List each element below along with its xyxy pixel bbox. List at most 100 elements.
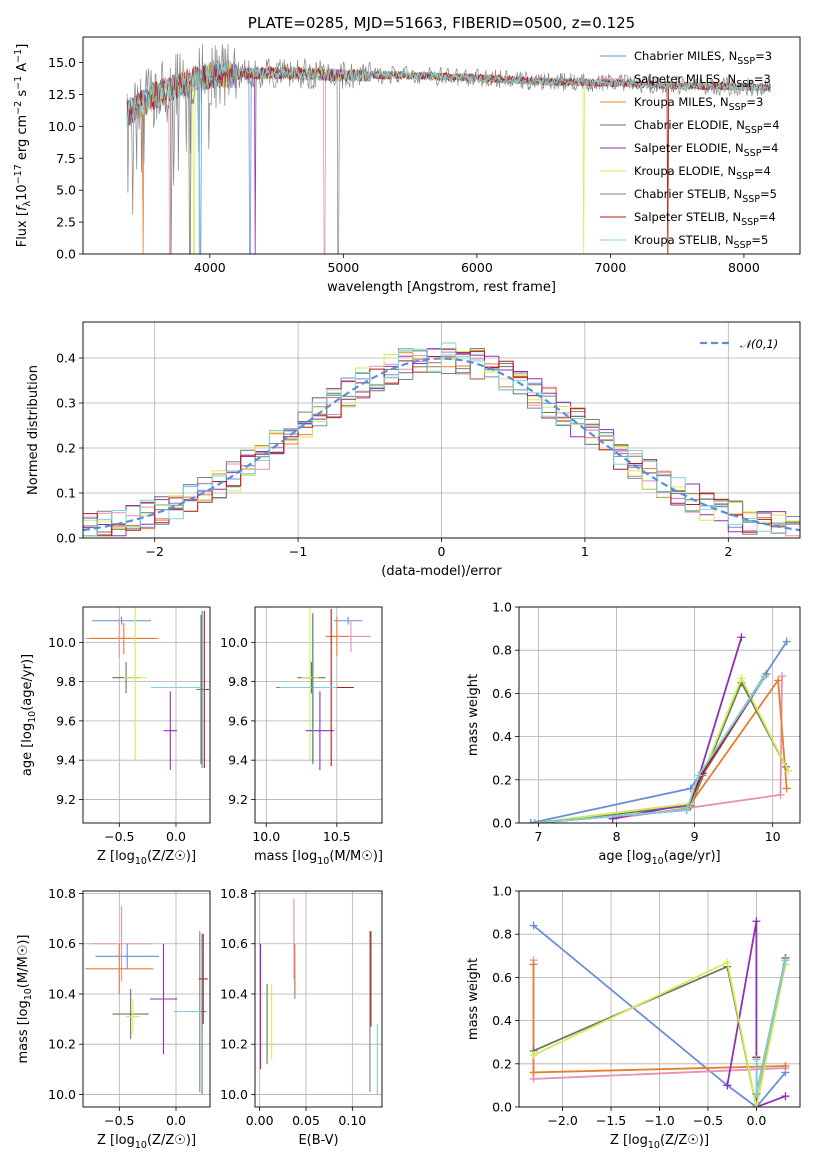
y-tick-label: 0.4 [492, 729, 512, 744]
weight-point [784, 767, 793, 776]
plot-area [85, 607, 209, 770]
plot-area [529, 917, 790, 1107]
weight-point [682, 806, 691, 815]
panel-residuals: −2 −1 0 1 2 0.0 0.1 0.2 0.3 0.4 (data-model)/error… [26, 321, 801, 579]
y-tick-label: 10.2 [48, 1037, 76, 1052]
y-axis-label: age [log10(age/yr)] [20, 654, 38, 776]
y-tick-label: 10.0 [48, 635, 76, 650]
weight-point [781, 1092, 790, 1101]
y-tick-label: 10.4 [48, 986, 76, 1001]
y-tick-label: 9.8 [228, 674, 248, 689]
weight-point [781, 956, 790, 965]
legend-entry: 𝒩(0,1) [740, 337, 778, 351]
x-tick-label: −2 [145, 544, 163, 559]
weight-series-6 [534, 673, 768, 823]
x-tick-label: −1.5 [596, 1113, 626, 1128]
axes-frame [82, 606, 211, 824]
x-tick-label: 7000 [594, 260, 626, 275]
weight-series-0 [530, 641, 788, 823]
y-tick-label: 0.6 [492, 686, 512, 701]
x-tick-label: −0.5 [104, 1113, 134, 1128]
x-axis-label: age [log10(age/yr)] [598, 849, 720, 867]
x-tick-label: 1 [581, 544, 589, 559]
y-tick-label: 0.0 [492, 1100, 512, 1115]
y-tick-label: 10.0 [220, 635, 248, 650]
y-tick-label: 9.4 [56, 753, 76, 768]
y-tick-label: 0.4 [56, 351, 76, 366]
weight-point [737, 633, 746, 642]
plot-area [126, 44, 771, 254]
x-tick-label: −0.5 [693, 1113, 723, 1128]
y-tick-label: 5.0 [56, 183, 76, 198]
weight-point [781, 1061, 790, 1070]
panel-weight_vs_age: 7 8 9 10 0.0 0.2 0.4 0.6 0.8 1.0 age [log10(age/yr… [466, 600, 801, 867]
weight-series-4 [726, 921, 786, 1107]
legend-entry: Chabrier ELODIE, NSSP=4 [634, 118, 780, 136]
gaussian-curve [83, 357, 800, 532]
y-axis-label: mass weight [466, 958, 481, 1040]
plot-area [526, 633, 793, 823]
weight-series-5 [534, 676, 790, 823]
y-tick-label: 10.2 [220, 1037, 248, 1052]
spectrum-series-8 [126, 60, 771, 254]
x-axis-label: (data-model)/error [381, 564, 502, 579]
legend-entry: Kroupa MILES, NSSP=3 [634, 95, 763, 113]
x-tick-label: 9 [691, 829, 699, 844]
y-axis-label: mass weight [466, 674, 481, 756]
weight-point [723, 1081, 732, 1090]
y-tick-label: 9.2 [228, 792, 248, 807]
x-tick-label: 0.0 [166, 1113, 186, 1128]
y-tick-label: 0.3 [56, 396, 76, 411]
axes-frame [82, 321, 801, 539]
y-tick-label: 9.6 [228, 713, 248, 728]
weight-series-7 [534, 675, 766, 823]
x-tick-label: 6000 [461, 260, 493, 275]
y-tick-label: 0.8 [492, 643, 512, 658]
x-tick-label: 10 [765, 829, 781, 844]
x-tick-label: 7 [535, 829, 543, 844]
axes-frame [254, 890, 383, 1108]
y-tick-label: 9.8 [56, 674, 76, 689]
axes-frame [518, 606, 801, 824]
y-tick-label: 0.2 [56, 441, 76, 456]
y-tick-label: 10.4 [220, 986, 248, 1001]
weight-series-5 [533, 960, 787, 1107]
x-tick-label: 0.0 [746, 1113, 766, 1128]
weight-series-8 [534, 675, 766, 823]
y-axis-label: Normed distribution [26, 365, 41, 495]
weight-point [526, 819, 535, 823]
weight-point [752, 917, 761, 926]
x-axis-label: mass [log10(M/M☉)] [254, 849, 383, 867]
x-axis-label: Z [log10(Z/Z☉)] [97, 1133, 196, 1151]
weight-series-8 [755, 959, 787, 1095]
x-tick-label: 5000 [327, 260, 359, 275]
weight-point [529, 1051, 538, 1060]
axes-frame [82, 36, 801, 255]
x-tick-label: 0.10 [338, 1113, 366, 1128]
y-tick-label: 15.0 [48, 55, 76, 70]
weight-series-1 [612, 676, 783, 820]
legend-entry: Kroupa ELODIE, NSSP=4 [634, 164, 771, 182]
weight-point [774, 676, 783, 685]
weight-point [723, 958, 732, 967]
x-tick-label: 2 [724, 544, 732, 559]
y-tick-label: 7.5 [56, 151, 76, 166]
weight-point [529, 960, 538, 969]
weight-point [530, 819, 539, 823]
weight-point [737, 674, 746, 683]
y-tick-label: 1.0 [492, 884, 512, 899]
weight-point [529, 921, 538, 930]
axes-frame [518, 890, 801, 1108]
weight-point [752, 1090, 761, 1099]
plot-area [260, 898, 378, 1095]
weight-point [778, 672, 787, 681]
spectrum-series-6 [126, 44, 771, 254]
y-tick-label: 10.8 [220, 886, 248, 901]
chart-title: PLATE=0285, MJD=51663, FIBERID=0500, z=0… [248, 14, 635, 32]
y-tick-label: 10.0 [48, 119, 76, 134]
plot-area [276, 607, 371, 770]
y-tick-label: 9.4 [228, 753, 248, 768]
x-tick-label: 10.5 [323, 829, 351, 844]
panel-mass_vs_Z: −0.5 0.0 10.0 10.2 10.4 10.6 10.8 Z [log10(Z/Z☉… [16, 886, 211, 1151]
axes-frame [82, 890, 211, 1108]
